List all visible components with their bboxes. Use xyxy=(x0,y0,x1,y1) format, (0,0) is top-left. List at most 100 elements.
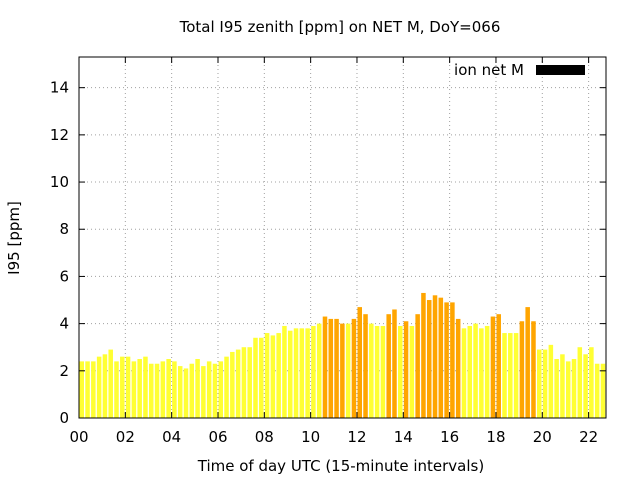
bar xyxy=(467,325,473,418)
bar xyxy=(131,361,137,418)
bar xyxy=(502,333,507,418)
bar xyxy=(224,356,229,418)
x-tick-label: 06 xyxy=(208,428,227,446)
bar xyxy=(490,316,496,418)
bar xyxy=(247,347,252,418)
bar xyxy=(340,323,345,418)
y-tick-label: 10 xyxy=(50,173,69,191)
bar xyxy=(409,325,415,418)
bar xyxy=(473,323,478,418)
bar xyxy=(79,361,85,418)
y-tick-label: 6 xyxy=(59,267,69,285)
bar xyxy=(235,349,241,418)
x-tick-label: 12 xyxy=(347,428,366,446)
x-tick-label: 16 xyxy=(440,428,459,446)
bar xyxy=(432,295,438,418)
bar xyxy=(450,302,455,418)
bar xyxy=(369,323,374,418)
y-axis-label: I95 [ppm] xyxy=(5,201,23,275)
bar xyxy=(276,333,281,418)
bar xyxy=(444,302,449,418)
bar xyxy=(206,361,212,418)
bar xyxy=(426,300,432,418)
bar xyxy=(565,361,571,418)
bar xyxy=(421,292,426,418)
bar xyxy=(212,363,218,418)
bar xyxy=(218,361,224,418)
bar xyxy=(125,356,131,418)
bar xyxy=(137,359,142,418)
bar xyxy=(600,363,606,418)
x-tick-label: 22 xyxy=(579,428,598,446)
bar xyxy=(230,351,235,418)
bar xyxy=(102,354,108,418)
bar xyxy=(305,328,310,418)
bar xyxy=(438,297,444,418)
x-tick-label: 18 xyxy=(486,428,505,446)
x-tick-label: 08 xyxy=(255,428,274,446)
bar xyxy=(484,325,490,418)
bar xyxy=(583,354,588,418)
bar xyxy=(160,361,166,418)
bar xyxy=(542,349,548,418)
bar xyxy=(403,321,409,418)
bar xyxy=(120,356,125,418)
y-tick-label: 14 xyxy=(50,79,69,97)
bar xyxy=(177,366,183,418)
bar xyxy=(293,328,299,418)
x-tick-label: 20 xyxy=(533,428,552,446)
bar xyxy=(519,321,525,418)
bar xyxy=(398,325,403,418)
x-tick-label: 10 xyxy=(301,428,320,446)
bar xyxy=(195,359,200,418)
y-tick-label: 4 xyxy=(59,315,69,333)
bar xyxy=(108,349,113,418)
bar xyxy=(264,333,270,418)
bar xyxy=(154,363,160,418)
bar xyxy=(114,361,119,418)
bar xyxy=(287,330,293,418)
chart-title: Total I95 zenith [ppm] on NET M, DoY=066 xyxy=(179,18,501,36)
bar xyxy=(85,361,90,418)
bar xyxy=(560,354,565,418)
bar xyxy=(554,359,559,418)
bar xyxy=(143,356,148,418)
x-tick-label: 00 xyxy=(69,428,88,446)
bar xyxy=(571,359,577,418)
bar xyxy=(513,333,519,418)
bar xyxy=(496,314,501,418)
bar xyxy=(508,333,513,418)
bar xyxy=(363,314,368,418)
bar xyxy=(322,316,328,418)
bar-series xyxy=(79,292,606,418)
bar xyxy=(351,318,357,418)
bar xyxy=(316,323,322,418)
bar xyxy=(201,366,206,418)
bar xyxy=(328,318,334,418)
bar xyxy=(386,314,391,418)
bar xyxy=(311,325,316,418)
bar xyxy=(253,337,258,418)
bar xyxy=(345,323,351,418)
x-tick-label: 04 xyxy=(162,428,181,446)
grid-lines xyxy=(79,57,606,418)
bar xyxy=(479,328,484,418)
bar xyxy=(537,349,542,418)
bar xyxy=(259,337,264,418)
bar xyxy=(183,368,189,418)
bar xyxy=(166,359,171,418)
bar xyxy=(189,363,195,418)
x-axis-label: Time of day UTC (15-minute intervals) xyxy=(197,457,484,475)
x-tick-label: 14 xyxy=(394,428,413,446)
bar xyxy=(577,347,583,418)
bar xyxy=(525,307,530,418)
bar xyxy=(374,325,380,418)
bar xyxy=(334,318,339,418)
bar xyxy=(148,363,154,418)
bar xyxy=(96,356,102,418)
bar xyxy=(380,325,386,418)
bar xyxy=(299,328,305,418)
bar xyxy=(172,361,177,418)
